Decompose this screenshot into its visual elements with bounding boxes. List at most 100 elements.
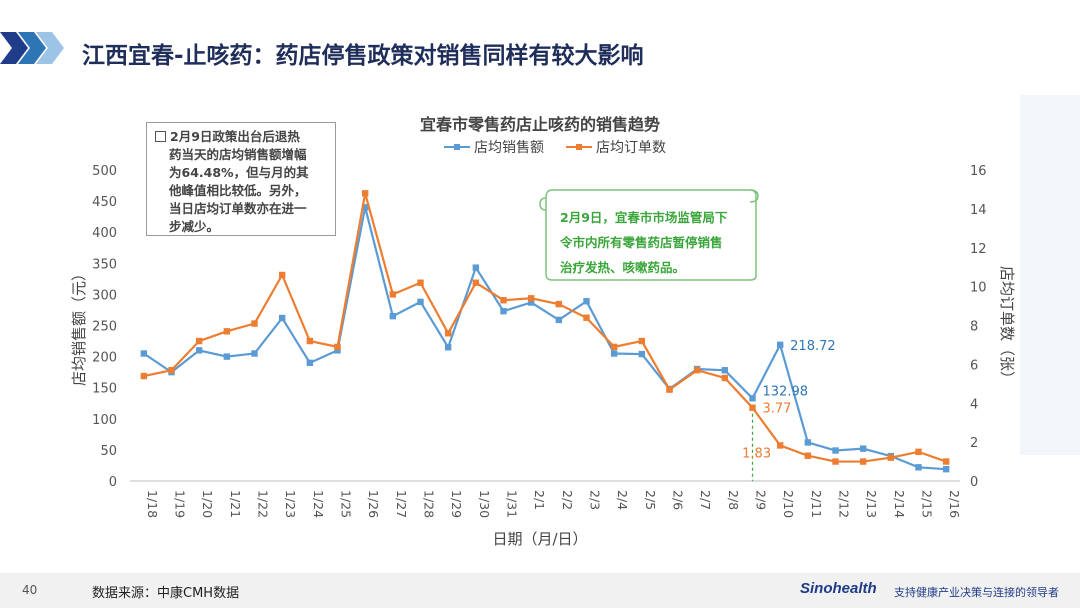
- orders-point: [915, 448, 922, 456]
- data-label-sales-2-10: 218.72: [790, 339, 836, 354]
- legend-orders-marker: [576, 144, 582, 150]
- y-tick-label: 400: [92, 226, 117, 241]
- orders-point: [749, 404, 756, 411]
- note-line: 他峰值相比较低。另外，: [169, 183, 307, 198]
- orders-point: [140, 372, 148, 380]
- x-tick-label: 2/5: [643, 490, 658, 510]
- x-tick-label: 1/19: [173, 490, 188, 518]
- sales-point: [472, 264, 480, 271]
- sales-point: [555, 316, 563, 324]
- y2-tick-label: 14: [970, 203, 987, 218]
- y2-tick-label: 8: [970, 320, 978, 335]
- x-tick-label: 2/11: [809, 490, 824, 518]
- x-tick-label: 1/22: [256, 490, 271, 518]
- sales-point: [804, 439, 812, 446]
- orders-point: [278, 271, 286, 279]
- x-tick-label: 1/24: [311, 490, 326, 518]
- sales-point: [251, 350, 258, 357]
- y2-tick-label: 2: [970, 436, 978, 451]
- y-tick-label: 50: [100, 444, 117, 459]
- sales-point: [832, 447, 839, 454]
- sales-point: [749, 395, 756, 402]
- note-box: 2月9日政策出台后退热 药当天的店均销售额增幅 为64.48%，但与月的其 他峰…: [146, 122, 336, 236]
- orders-point: [693, 367, 701, 374]
- sales-point: [583, 298, 590, 305]
- legend-orders-label: 店均订单数: [596, 140, 666, 156]
- x-tick-label: 2/12: [837, 490, 852, 518]
- orders-point: [168, 367, 175, 374]
- page-number: 40: [22, 583, 38, 597]
- data-label-sales-2-9: 132.98: [763, 384, 809, 399]
- sales-point: [859, 445, 867, 452]
- sales-point: [334, 347, 341, 354]
- orders-point: [666, 386, 673, 393]
- x-tick-label: 1/29: [449, 490, 464, 518]
- y2-tick-label: 16: [970, 164, 987, 179]
- note-line: 当日店均订单数亦在进一: [169, 201, 307, 216]
- data-source: 数据来源：中康CMH数据: [92, 586, 240, 601]
- orders-point: [610, 343, 618, 351]
- x-tick-label: 2/2: [560, 490, 575, 510]
- note-line: 为64.48%，但与月的其: [169, 165, 309, 180]
- scroll-note-line: 令市内所有零售药店暂停销售: [560, 235, 723, 250]
- sales-point: [915, 464, 922, 471]
- x-tick-label: 2/3: [588, 490, 603, 510]
- page-title: 江西宜春-止咳药：药店停售政策对销售同样有较大影响: [82, 43, 644, 69]
- footer-bar: [0, 573, 1080, 608]
- x-tick-label: 1/27: [394, 490, 409, 518]
- header-chevron-icon: [0, 32, 64, 64]
- orders-point: [804, 452, 812, 459]
- orders-point: [721, 374, 729, 382]
- x-tick-label: 1/31: [505, 490, 520, 518]
- x-tick-label: 2/13: [864, 490, 879, 518]
- x-tick-label: 2/8: [726, 490, 741, 510]
- scroll-note-line: 2月9日，宜春市市场监管局下: [560, 210, 728, 225]
- brand-slogan: 支持健康产业决策与连接的领导者: [894, 586, 1059, 599]
- x-axis-title: 日期（月/日）: [492, 530, 587, 548]
- y-tick-label: 250: [92, 320, 117, 335]
- orders-point: [583, 314, 590, 321]
- x-tick-label: 1/25: [339, 490, 354, 518]
- sales-point: [306, 359, 314, 367]
- x-tick-label: 1/28: [422, 490, 437, 518]
- x-tick-label: 2/15: [920, 490, 935, 518]
- x-tick-label: 2/7: [698, 490, 713, 510]
- y-axis-title: 店均销售额（元）: [70, 266, 88, 386]
- y2-tick-label: 12: [970, 242, 987, 257]
- sales-point: [417, 298, 424, 306]
- data-label-orders-2-9: 3.77: [763, 402, 792, 417]
- x-tick-label: 2/1: [532, 490, 547, 510]
- orders-point: [334, 343, 341, 351]
- orders-point: [472, 279, 480, 286]
- y2-axis-title: 店均订单数（张）: [998, 266, 1016, 386]
- x-tick-label: 1/23: [283, 490, 298, 518]
- orders-series-line: [143, 193, 947, 463]
- orders-point: [638, 337, 646, 345]
- sales-point: [223, 353, 231, 360]
- sales-point: [140, 350, 148, 357]
- legend-sales-label: 店均销售额: [474, 140, 544, 156]
- orders-point: [389, 291, 397, 298]
- x-tick-label: 2/16: [947, 490, 962, 518]
- orders-point: [195, 337, 203, 345]
- orders-point: [887, 454, 895, 461]
- y2-tick-label: 4: [970, 397, 978, 412]
- orders-point: [555, 300, 563, 308]
- orders-point: [417, 279, 424, 286]
- y2-tick-label: 10: [970, 281, 987, 296]
- scroll-note-frame: [539, 189, 759, 281]
- note-line: 步减少。: [169, 219, 220, 234]
- sales-point: [500, 307, 507, 315]
- x-tick-label: 2/10: [781, 490, 796, 518]
- sales-point: [389, 312, 397, 320]
- data-label-orders-2-10: 1.83: [742, 446, 771, 461]
- orders-point: [306, 337, 314, 345]
- x-tick-label: 2/6: [671, 490, 686, 510]
- y-tick-label: 500: [92, 164, 117, 179]
- orders-point: [500, 297, 507, 304]
- orders-point: [251, 320, 258, 327]
- x-tick-label: 1/20: [200, 490, 215, 518]
- x-tick-label: 2/4: [615, 490, 630, 510]
- sales-point: [942, 465, 950, 473]
